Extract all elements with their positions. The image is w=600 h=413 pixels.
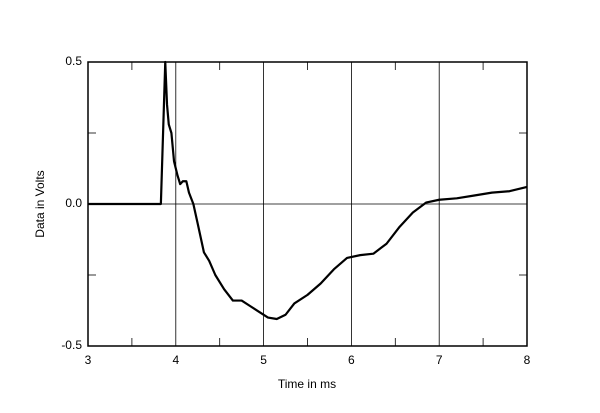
y-tick-label: 0.5 — [65, 54, 82, 68]
y-tick-label: -0.5 — [61, 338, 82, 352]
x-tick-label: 5 — [260, 353, 267, 367]
x-axis-label: Time in ms — [278, 377, 336, 391]
y-tick-label: 0.0 — [65, 196, 82, 210]
y-axis-label: Data in Volts — [33, 170, 47, 237]
x-tick-label: 6 — [348, 353, 355, 367]
x-tick-label: 4 — [172, 353, 179, 367]
data-line — [88, 60, 528, 321]
x-tick-label: 8 — [524, 353, 531, 367]
x-tick-label: 7 — [436, 353, 443, 367]
x-tick-label: 3 — [85, 353, 92, 367]
